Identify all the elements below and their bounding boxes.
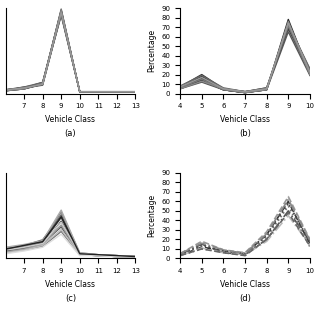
X-axis label: Vehicle Class: Vehicle Class (220, 115, 270, 124)
Y-axis label: Percentage: Percentage (147, 194, 156, 237)
X-axis label: Vehicle Class: Vehicle Class (220, 280, 270, 289)
Text: (b): (b) (239, 130, 251, 139)
Y-axis label: Percentage: Percentage (147, 29, 156, 72)
Text: (c): (c) (65, 294, 76, 303)
X-axis label: Vehicle Class: Vehicle Class (45, 115, 95, 124)
Text: (d): (d) (239, 294, 251, 303)
X-axis label: Vehicle Class: Vehicle Class (45, 280, 95, 289)
Text: (a): (a) (65, 130, 76, 139)
